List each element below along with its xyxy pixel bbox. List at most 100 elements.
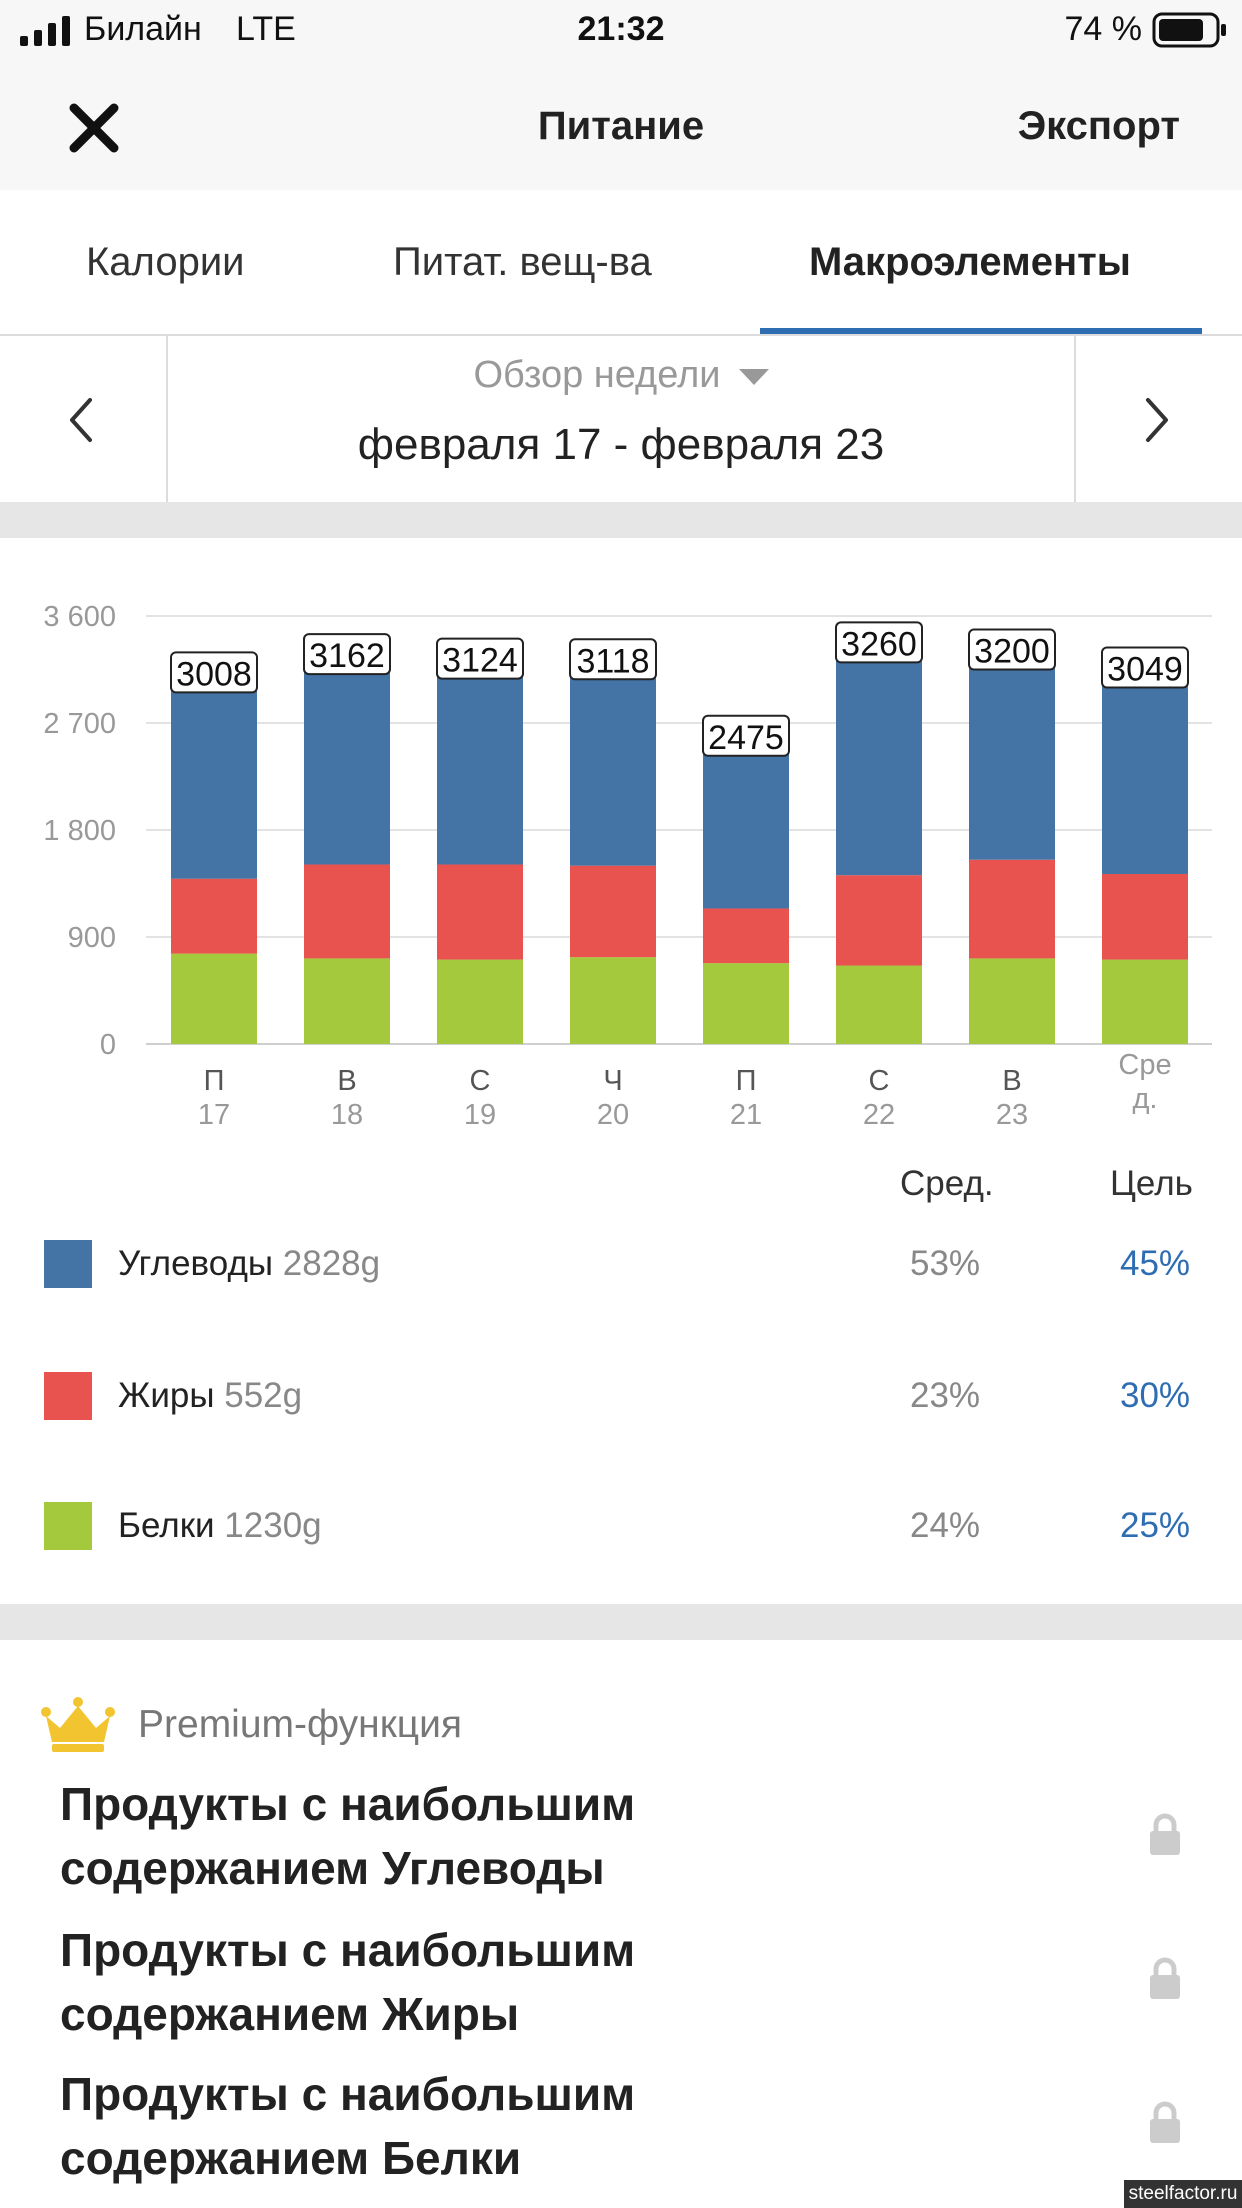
carrier-name: Билайн: [84, 10, 202, 48]
y-tick-label: 1 800: [43, 815, 116, 847]
legend-grams: 552g: [224, 1376, 303, 1415]
goal-column-header: Цель: [1110, 1164, 1193, 1203]
status-time: 21:32: [577, 10, 665, 48]
bar-segment: [304, 864, 390, 959]
week-mode-dropdown[interactable]: Обзор недели: [0, 354, 1242, 397]
x-tick-label: 23: [996, 1099, 1028, 1131]
nav-bar: [0, 64, 1242, 190]
page-title: Питание: [537, 104, 705, 148]
crown-icon: [41, 1697, 115, 1752]
legend-grams: 2828g: [282, 1244, 381, 1283]
bar-segment: [171, 953, 257, 1044]
x-tick-label: 20: [597, 1099, 629, 1131]
x-tick-label: 21: [730, 1099, 762, 1131]
item-line: Продукты с наибольшим: [60, 1778, 636, 1830]
bar-segment: [969, 859, 1055, 959]
carbs-swatch: [44, 1240, 92, 1288]
section-separator: [0, 502, 1242, 538]
x-tick-label: П: [736, 1065, 757, 1097]
legend-name: Углеводы: [118, 1244, 274, 1283]
top-fats-foods-item[interactable]: Продукты с наибольшим содержанием Жиры: [60, 1918, 1020, 2046]
bar-segment: [437, 864, 523, 960]
bar-segment: [304, 958, 390, 1044]
x-tick-label: д.: [1133, 1083, 1158, 1115]
bar-segment: [836, 965, 922, 1044]
caret-down-icon: [738, 368, 769, 385]
lock-icon: [1150, 1957, 1180, 1999]
tab-macros[interactable]: Макроэлементы: [809, 240, 1131, 284]
week-mode-label: Обзор недели: [473, 354, 721, 396]
item-line: содержанием Жиры: [60, 1988, 520, 2040]
x-tick-label: 18: [331, 1099, 363, 1131]
bar-segment: [969, 663, 1055, 860]
battery-percent: 74 %: [1064, 10, 1143, 48]
data-label-box: [436, 637, 524, 680]
x-tick-label: 17: [198, 1099, 230, 1131]
divider: [166, 336, 168, 502]
top-proteins-foods-item[interactable]: Продукты с наибольшим содержанием Белки: [60, 2062, 1020, 2190]
section-separator: [0, 1604, 1242, 1640]
premium-label: Premium-функция: [138, 1703, 462, 1746]
data-label-box: [303, 633, 391, 676]
bar-segment: [570, 957, 656, 1044]
data-label-box: [170, 651, 258, 694]
proteins-swatch: [44, 1502, 92, 1550]
network-type: LTE: [236, 10, 296, 48]
item-line: Продукты с наибольшим: [60, 1924, 636, 1976]
top-carbs-foods-item[interactable]: Продукты с наибольшим содержанием Углево…: [60, 1772, 1020, 1900]
export-button[interactable]: Экспорт: [1017, 104, 1180, 148]
carbs-goal[interactable]: 45%: [1120, 1244, 1191, 1283]
bar-segment: [703, 749, 789, 909]
tab-bar: [0, 190, 1242, 336]
x-tick-label: В: [337, 1065, 356, 1097]
divider: [1074, 336, 1076, 502]
data-label: 3162: [309, 637, 385, 675]
chevron-left-icon[interactable]: [60, 392, 100, 448]
active-tab-indicator: [760, 328, 1202, 334]
week-range: февраля 17 - февраля 23: [357, 420, 885, 469]
lock-icon: [1150, 1813, 1180, 1855]
data-label-box: [1101, 646, 1189, 689]
x-tick-label: П: [204, 1065, 225, 1097]
proteins-goal[interactable]: 25%: [1120, 1506, 1191, 1545]
bar-segment: [437, 672, 523, 865]
data-label-box: [569, 638, 657, 681]
chevron-right-icon[interactable]: [1138, 392, 1178, 448]
bar-segment: [304, 668, 390, 865]
bar-segment: [703, 908, 789, 964]
tab-nutrients[interactable]: Питат. вещ-ва: [393, 240, 652, 284]
bar-segment: [836, 656, 922, 876]
fats-goal[interactable]: 30%: [1120, 1376, 1191, 1415]
data-label-box: [835, 621, 923, 664]
bar-segment: [171, 686, 257, 879]
y-tick-label: 2 700: [43, 708, 116, 740]
legend-grams: 1230g: [224, 1506, 322, 1545]
bar-segment: [836, 875, 922, 966]
x-tick-label: В: [1002, 1065, 1021, 1097]
x-tick-label: Ч: [603, 1065, 622, 1097]
bar-segment: [969, 958, 1055, 1044]
x-tick-label: 22: [863, 1099, 895, 1131]
x-tick-label: Сре: [1118, 1049, 1171, 1081]
status-bar: [0, 0, 1242, 64]
close-icon[interactable]: [68, 102, 120, 154]
tab-calories[interactable]: Калории: [86, 240, 245, 284]
fats-avg: 23%: [910, 1376, 981, 1415]
data-label: 3124: [442, 642, 518, 680]
lock-icon: [1150, 2101, 1180, 2143]
proteins-avg: 24%: [910, 1506, 981, 1545]
legend-name: Белки: [118, 1506, 215, 1545]
data-label: 2475: [708, 719, 784, 757]
x-tick-label: 19: [464, 1099, 496, 1131]
bar-segment: [570, 865, 656, 958]
item-line: содержанием Углеводы: [60, 1842, 605, 1894]
legend-name: Жиры: [118, 1376, 215, 1415]
data-label-box: [702, 714, 790, 757]
y-tick-label: 900: [68, 922, 116, 954]
signal-icon: [20, 16, 70, 46]
bar-segment: [1102, 681, 1188, 874]
carbs-avg: 53%: [910, 1244, 981, 1283]
item-line: Продукты с наибольшим: [60, 2068, 636, 2120]
watermark: steelfactor.ru: [1124, 2180, 1242, 2208]
